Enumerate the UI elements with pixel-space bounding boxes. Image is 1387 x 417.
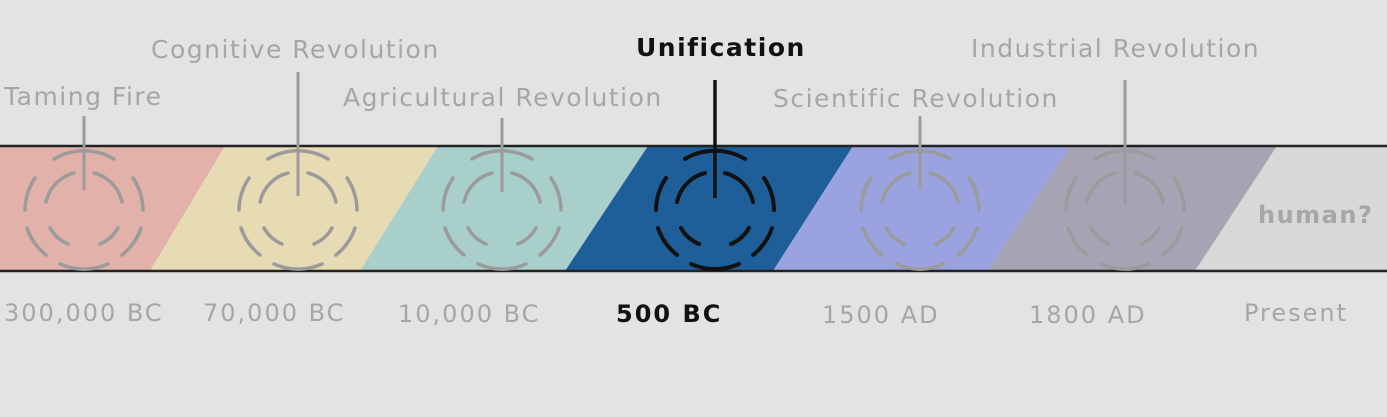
date-label-industrial-revolution: 1800 AD	[1029, 301, 1147, 329]
era-label-scientific-revolution: Scientific Revolution	[773, 84, 1059, 113]
date-label-agricultural-revolution: 10,000 BC	[398, 300, 541, 328]
date-label-scientific-revolution: 1500 AD	[822, 301, 940, 329]
era-segment-cognitive-revolution	[150, 146, 438, 271]
present-segment-label: human?	[1258, 201, 1374, 229]
era-label-industrial-revolution: Industrial Revolution	[971, 34, 1261, 63]
era-label-cognitive-revolution: Cognitive Revolution	[151, 35, 440, 64]
era-segment-agricultural-revolution	[360, 146, 648, 271]
ring-icon-cognitive-revolution	[237, 149, 359, 271]
era-label-agricultural-revolution: Agricultural Revolution	[343, 83, 663, 112]
date-label-present: Present	[1244, 299, 1349, 327]
ring-icon-agricultural-revolution	[441, 149, 563, 271]
ring-icon-taming-fire	[23, 149, 145, 271]
ring-icon-industrial-revolution	[1064, 149, 1186, 271]
ring-icon-scientific-revolution	[859, 149, 981, 271]
date-label-unification: 500 BC	[616, 300, 723, 328]
era-segment-unification	[565, 146, 853, 271]
era-label-taming-fire: Taming Fire	[4, 82, 163, 111]
era-segment-scientific-revolution	[773, 146, 1070, 271]
date-label-taming-fire: 300,000 BC	[4, 299, 164, 327]
era-label-unification: Unification	[636, 33, 806, 62]
date-label-cognitive-revolution: 70,000 BC	[203, 299, 346, 327]
era-segment-industrial-revolution	[988, 146, 1277, 271]
era-segment-present	[1195, 146, 1387, 271]
ring-icon-unification	[654, 148, 776, 272]
